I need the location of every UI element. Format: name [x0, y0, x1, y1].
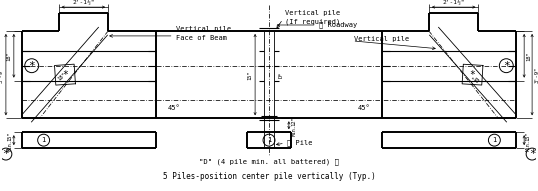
Text: ℄ Roadway: ℄ Roadway — [318, 22, 357, 28]
Text: 15": 15" — [8, 131, 12, 141]
Text: 3'-9": 3'-9" — [535, 66, 538, 83]
Text: 12": 12" — [291, 117, 296, 126]
Text: 5 Piles-position center pile vertically (Typ.): 5 Piles-position center pile vertically … — [162, 172, 376, 181]
Text: *: * — [470, 70, 476, 80]
Text: Vertical pile: Vertical pile — [285, 10, 340, 16]
Text: Min.: Min. — [291, 125, 296, 136]
Text: *: * — [529, 149, 535, 159]
Text: 1: 1 — [267, 137, 271, 143]
Text: Vertical pile: Vertical pile — [355, 36, 409, 42]
Text: (If required): (If required) — [285, 19, 340, 25]
Text: Face of Beam: Face of Beam — [176, 35, 226, 41]
Text: *: * — [62, 70, 68, 80]
Text: 18": 18" — [527, 51, 532, 61]
Text: Min.: Min. — [526, 139, 530, 151]
Text: 2'-1½": 2'-1½" — [72, 1, 95, 6]
Text: 45°: 45° — [358, 105, 371, 111]
Text: 15": 15" — [526, 131, 530, 141]
Text: 1: 1 — [41, 137, 46, 143]
Text: *: * — [29, 61, 35, 71]
Text: *: * — [3, 149, 9, 159]
Text: 1: 1 — [492, 137, 497, 143]
Text: *: * — [503, 61, 509, 71]
Text: 45°: 45° — [167, 105, 180, 111]
Text: "D" (4 pile min. all battered) ①: "D" (4 pile min. all battered) ① — [199, 159, 339, 165]
Text: 18": 18" — [6, 51, 11, 61]
Text: Min.: Min. — [8, 139, 12, 151]
Text: 2'-1½": 2'-1½" — [442, 1, 465, 6]
Text: Vertical pile: Vertical pile — [176, 26, 231, 32]
Text: D*: D* — [278, 71, 284, 78]
Text: 18": 18" — [470, 71, 481, 82]
Text: 18": 18" — [56, 71, 67, 82]
Text: 15": 15" — [247, 70, 253, 79]
Text: 3'-9": 3'-9" — [0, 66, 3, 83]
Text: ℄ Pile: ℄ Pile — [287, 140, 313, 146]
